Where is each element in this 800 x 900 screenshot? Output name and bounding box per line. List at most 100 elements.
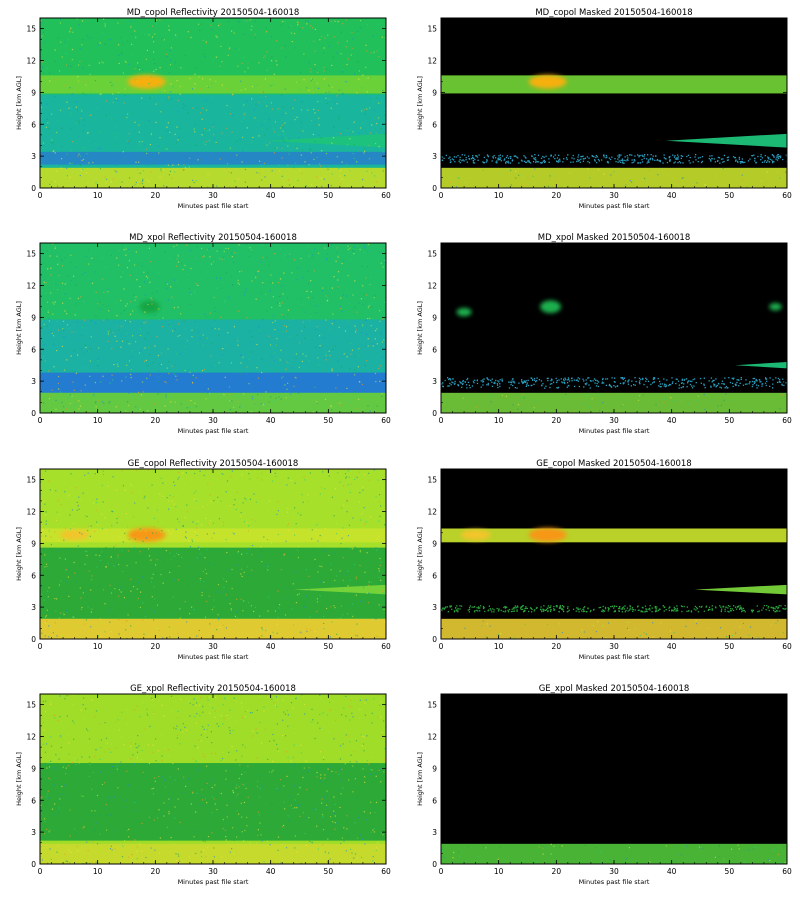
y-tick-label: 9 [31,88,36,97]
echo-band [40,618,386,639]
y-tick-label: 12 [26,282,36,291]
x-tick-label: 30 [208,642,218,651]
y-tick-label: 3 [31,828,36,837]
echo-band [40,392,386,413]
y-tick-label: 3 [432,152,437,161]
y-tick-label: 0 [31,184,36,193]
noise-texture [40,18,386,188]
x-tick-label: 60 [782,642,792,651]
x-tick-label: 40 [667,416,677,425]
x-tick-label: 10 [494,416,504,425]
y-axis-label: Height [km AGL] [15,527,23,581]
echo-band [441,618,787,639]
x-tick-label: 40 [266,642,276,651]
plot-background [441,243,787,413]
x-tick-label: 60 [782,867,792,876]
y-tick-label: 9 [432,764,437,773]
x-tick-label: 30 [609,191,619,200]
cloud-layer [665,133,787,148]
panel-ge-xpol-refl: GE_xpol Reflectivity 20150504-160018 0 10 2… [15,684,391,886]
x-tick-label: 50 [324,191,334,200]
x-tick-label: 40 [266,191,276,200]
y-tick-label: 15 [26,25,36,34]
chart-title: MD_copol Masked 20150504-160018 [535,8,692,18]
speckle-layer [441,605,787,613]
x-tick-label: 20 [151,191,161,200]
plot-background [441,18,787,188]
x-tick-label: 30 [208,867,218,876]
y-tick-label: 15 [26,701,36,710]
noise-texture [40,243,386,413]
x-tick-label: 40 [667,642,677,651]
y-tick-label: 9 [31,539,36,548]
panel-md-xpol-refl: MD_xpol Reflectivity 20150504-160018 0 10 2… [15,233,391,435]
plot-area [40,18,386,188]
noise-texture [449,167,787,188]
x-tick-label: 10 [494,867,504,876]
x-tick-label: 50 [725,867,735,876]
chart-title: GE_xpol Reflectivity 20150504-160018 [130,684,296,694]
x-axis-label: Minutes past file start [579,427,650,435]
x-tick-label: 20 [552,642,562,651]
x-tick-label: 20 [552,191,562,200]
echo-band [40,75,386,94]
plot-background [441,469,787,639]
chart-title: GE_copol Reflectivity 20150504-160018 [128,459,299,469]
x-tick-label: 40 [266,416,276,425]
echo-core [769,303,782,311]
y-tick-label: 0 [31,409,36,418]
y-axis-label: Height [km AGL] [15,76,23,130]
echo-core [127,74,166,89]
y-tick-label: 12 [427,508,437,517]
y-tick-label: 12 [26,508,36,517]
y-tick-label: 12 [26,57,36,66]
echo-band [40,763,386,841]
noise-texture [441,843,786,864]
chart-title: MD_xpol Reflectivity 20150504-160018 [129,233,297,243]
echo-band [441,167,787,188]
x-tick-label: 50 [725,642,735,651]
echo-core [528,74,567,89]
y-tick-label: 6 [432,571,437,580]
x-tick-label: 30 [208,416,218,425]
x-tick-label: 60 [381,642,391,651]
echo-band [441,843,787,864]
y-tick-label: 15 [427,25,437,34]
x-axis-label: Minutes past file start [178,878,249,886]
x-tick-label: 0 [38,867,43,876]
x-tick-label: 10 [93,642,103,651]
echo-core [540,300,561,314]
echo-core [528,527,567,542]
echo-core [139,300,160,314]
x-tick-label: 50 [725,416,735,425]
panel-md-copol-refl: MD_copol Reflectivity 20150504-160018 0 10… [15,8,391,210]
echo-band [40,843,386,864]
x-axis-label: Minutes past file start [178,653,249,661]
echo-core [460,529,491,541]
y-tick-label: 15 [26,250,36,259]
plot-area [40,469,386,639]
x-tick-label: 20 [151,416,161,425]
x-tick-label: 0 [439,191,444,200]
y-tick-label: 0 [432,635,437,644]
y-tick-label: 0 [432,409,437,418]
x-tick-label: 0 [38,642,43,651]
x-tick-label: 40 [667,191,677,200]
x-tick-label: 60 [381,191,391,200]
cloud-layer [293,584,386,595]
y-tick-label: 15 [26,476,36,485]
y-tick-label: 3 [432,377,437,386]
y-tick-label: 3 [432,828,437,837]
plot-area [40,243,386,413]
x-tick-label: 20 [151,867,161,876]
x-tick-label: 20 [552,416,562,425]
y-axis-label: Height [km AGL] [416,301,424,355]
y-tick-label: 12 [26,733,36,742]
x-tick-label: 50 [324,642,334,651]
x-tick-label: 50 [324,416,334,425]
plot-background [441,694,787,864]
